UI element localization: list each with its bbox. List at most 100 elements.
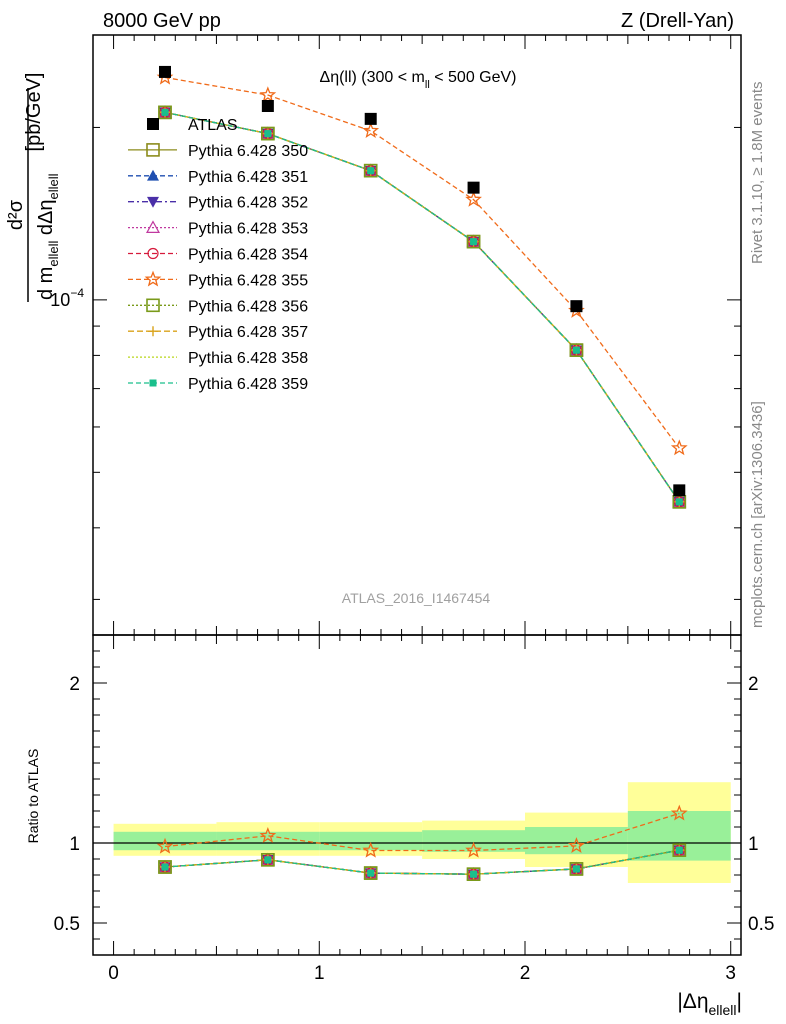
- title-main: Δη(ll) (300 < m: [320, 69, 425, 86]
- series-pythia-6-428-355-ratio-line: [164, 812, 680, 852]
- legend-pythia-6-428-359-marker: [149, 379, 157, 387]
- title-sub: ll: [425, 79, 430, 91]
- series-pythia-6-428-355-point: [670, 439, 688, 456]
- series-pythia-6-428-359-point: [367, 167, 375, 175]
- svg-text:|Δηellell|: |Δηellell|: [677, 990, 742, 1018]
- ratio-band-green: [319, 831, 423, 851]
- series-pythia-6-428-356-ratio-point: [158, 860, 172, 874]
- legend-pythia-6-428-350-label: Pythia 6.428 350: [188, 143, 308, 160]
- legend-pythia-6-428-357-label: Pythia 6.428 357: [188, 324, 308, 341]
- ratio-y-tick-label: 1: [69, 834, 80, 855]
- y-tick-label: 10−4: [50, 286, 84, 310]
- series-pythia-6-428-359-ratio-line: [164, 849, 680, 875]
- legend-pythia-6-428-352-label: Pythia 6.428 352: [188, 195, 308, 212]
- ratio-y-tick-label-right: 2: [748, 674, 759, 695]
- legend-pythia-6-428-352: Pythia 6.428 352: [128, 195, 308, 212]
- ratio-band-green: [422, 830, 525, 852]
- series-pythia-6-428-359-point: [470, 238, 478, 246]
- atlas-data-point: [673, 484, 686, 497]
- series-pythia-6-428-355-point: [362, 122, 380, 138]
- ratio-y-tick-label-right: 1: [748, 834, 759, 855]
- legend-pythia-6-428-356-marker: [146, 298, 160, 313]
- legend-pythia-6-428-358-label: Pythia 6.428 358: [188, 350, 308, 367]
- y-label-den-1: d m: [35, 267, 57, 300]
- series-pythia-6-428-355-ratio-point: [465, 841, 482, 858]
- series-pythia-6-428-359-point: [675, 498, 683, 506]
- series-pythia-6-428-356-ratio-point: [672, 843, 687, 858]
- header-right: Z (Drell-Yan): [621, 10, 734, 32]
- series-pythia-6-428-355-point: [259, 86, 277, 103]
- legend-atlas-marker: [147, 118, 159, 130]
- legend-pythia-6-428-353-label: Pythia 6.428 353: [188, 221, 308, 238]
- series-pythia-6-428-356-ratio-point: [261, 852, 275, 867]
- series-pythia-6-428-359-point: [161, 108, 169, 116]
- legend-pythia-6-428-359-label: Pythia 6.428 359: [188, 376, 308, 393]
- svg-text:Δη(ll) (300 < mll < 500 GeV): Δη(ll) (300 < mll < 500 GeV): [320, 69, 517, 91]
- series-pythia-6-428-359-ratio-point: [367, 869, 375, 877]
- series-pythia-6-428-355-ratio-point: [259, 826, 277, 843]
- legend-pythia-6-428-354-label: Pythia 6.428 354: [188, 247, 308, 264]
- ratio-y-tick-label: 0.5: [54, 914, 80, 935]
- header-left: 8000 GeV pp: [103, 10, 221, 32]
- series-pythia-6-428-356-ratio-point: [569, 862, 584, 876]
- legend-pythia-6-428-350-marker: [146, 143, 160, 157]
- series-pythia-6-428-355-point: [465, 190, 482, 207]
- rivet-label: Rivet 3.1.10, ≥ 1.8M events: [749, 82, 766, 265]
- series-pythia-6-428-356-point: [158, 105, 172, 120]
- legend-atlas-label: ATLAS: [188, 117, 238, 134]
- atlas-data-point: [364, 112, 377, 125]
- y-label-numerator: d²σ: [5, 199, 27, 230]
- ratio-y-label: Ratio to ATLAS: [25, 749, 41, 844]
- series-pythia-6-428-355-ratio-point: [156, 837, 174, 854]
- plot-title: Δη(ll) (300 < mll < 500 GeV): [320, 69, 517, 91]
- title-tail: < 500 GeV): [430, 69, 517, 86]
- legend: ATLAS Pythia 6.428 350 Pythia 6.428 351 Pyt…: [128, 117, 308, 393]
- y-label-den-sub2: ellell: [46, 173, 61, 199]
- legend-pythia-6-428-356-label: Pythia 6.428 356: [188, 298, 308, 315]
- legend-pythia-6-428-352-marker: [147, 196, 159, 208]
- x-tick-label: 3: [725, 963, 736, 984]
- x-tick-label: 2: [520, 963, 531, 984]
- legend-pythia-6-428-355: Pythia 6.428 355: [128, 270, 308, 289]
- y-label-unit: [pb/GeV]: [23, 73, 45, 152]
- series-pythia-6-428-356-ratio-point: [466, 867, 481, 882]
- legend-pythia-6-428-356: Pythia 6.428 356: [128, 298, 308, 315]
- series-pythia-6-428-356-point: [569, 343, 584, 357]
- legend-pythia-6-428-358: Pythia 6.428 358: [128, 350, 308, 367]
- legend-pythia-6-428-359: Pythia 6.428 359: [128, 376, 308, 393]
- series-pythia-6-428-356-ratio-point: [363, 866, 378, 880]
- atlas-data-point: [159, 65, 171, 78]
- series-pythia-6-428-359-ratio-point: [161, 863, 169, 871]
- y-label-den-2: dΔη: [35, 199, 57, 240]
- x-label-sub: ellell: [709, 1002, 737, 1018]
- x-axis-label: |Δηellell|: [677, 990, 742, 1018]
- series-pythia-6-428-359-ratio-point: [572, 865, 580, 873]
- legend-pythia-6-428-351: Pythia 6.428 351: [128, 169, 308, 186]
- legend-pythia-6-428-357-marker: [148, 326, 158, 337]
- series-pythia-6-428-359-ratio-point: [470, 870, 478, 878]
- x-label-tail: |: [737, 990, 742, 1013]
- analysis-watermark: ATLAS_2016_I1467454: [342, 590, 491, 606]
- ratio-y-tick-label-right: 0.5: [748, 914, 774, 935]
- legend-pythia-6-428-353: Pythia 6.428 353: [128, 220, 308, 238]
- atlas-data-point: [467, 181, 480, 194]
- legend-pythia-6-428-355-label: Pythia 6.428 355: [188, 272, 308, 289]
- series-pythia-6-428-359-point: [264, 130, 272, 138]
- legend-atlas: ATLAS: [147, 117, 238, 134]
- x-tick-label: 1: [314, 963, 325, 984]
- legend-pythia-6-428-354-marker: [147, 247, 159, 260]
- legend-pythia-6-428-353-marker: [145, 220, 161, 233]
- series-pythia-6-428-356-point: [363, 163, 378, 178]
- legend-pythia-6-428-351-marker: [147, 169, 159, 181]
- legend-pythia-6-428-351-label: Pythia 6.428 351: [188, 169, 308, 186]
- series-pythia-6-428-355-line: [164, 76, 680, 449]
- legend-pythia-6-428-354: Pythia 6.428 354: [128, 247, 308, 264]
- legend-pythia-6-428-350: Pythia 6.428 350: [128, 143, 308, 160]
- series-pythia-6-428-359-ratio-point: [264, 856, 272, 864]
- x-label-main: |Δη: [677, 990, 708, 1013]
- y-label-den-sub1: ellell: [46, 241, 61, 267]
- x-tick-label: 0: [108, 963, 119, 984]
- series-pythia-6-428-356-point: [261, 126, 275, 141]
- series-pythia-6-428-355-ratio-point: [670, 804, 688, 821]
